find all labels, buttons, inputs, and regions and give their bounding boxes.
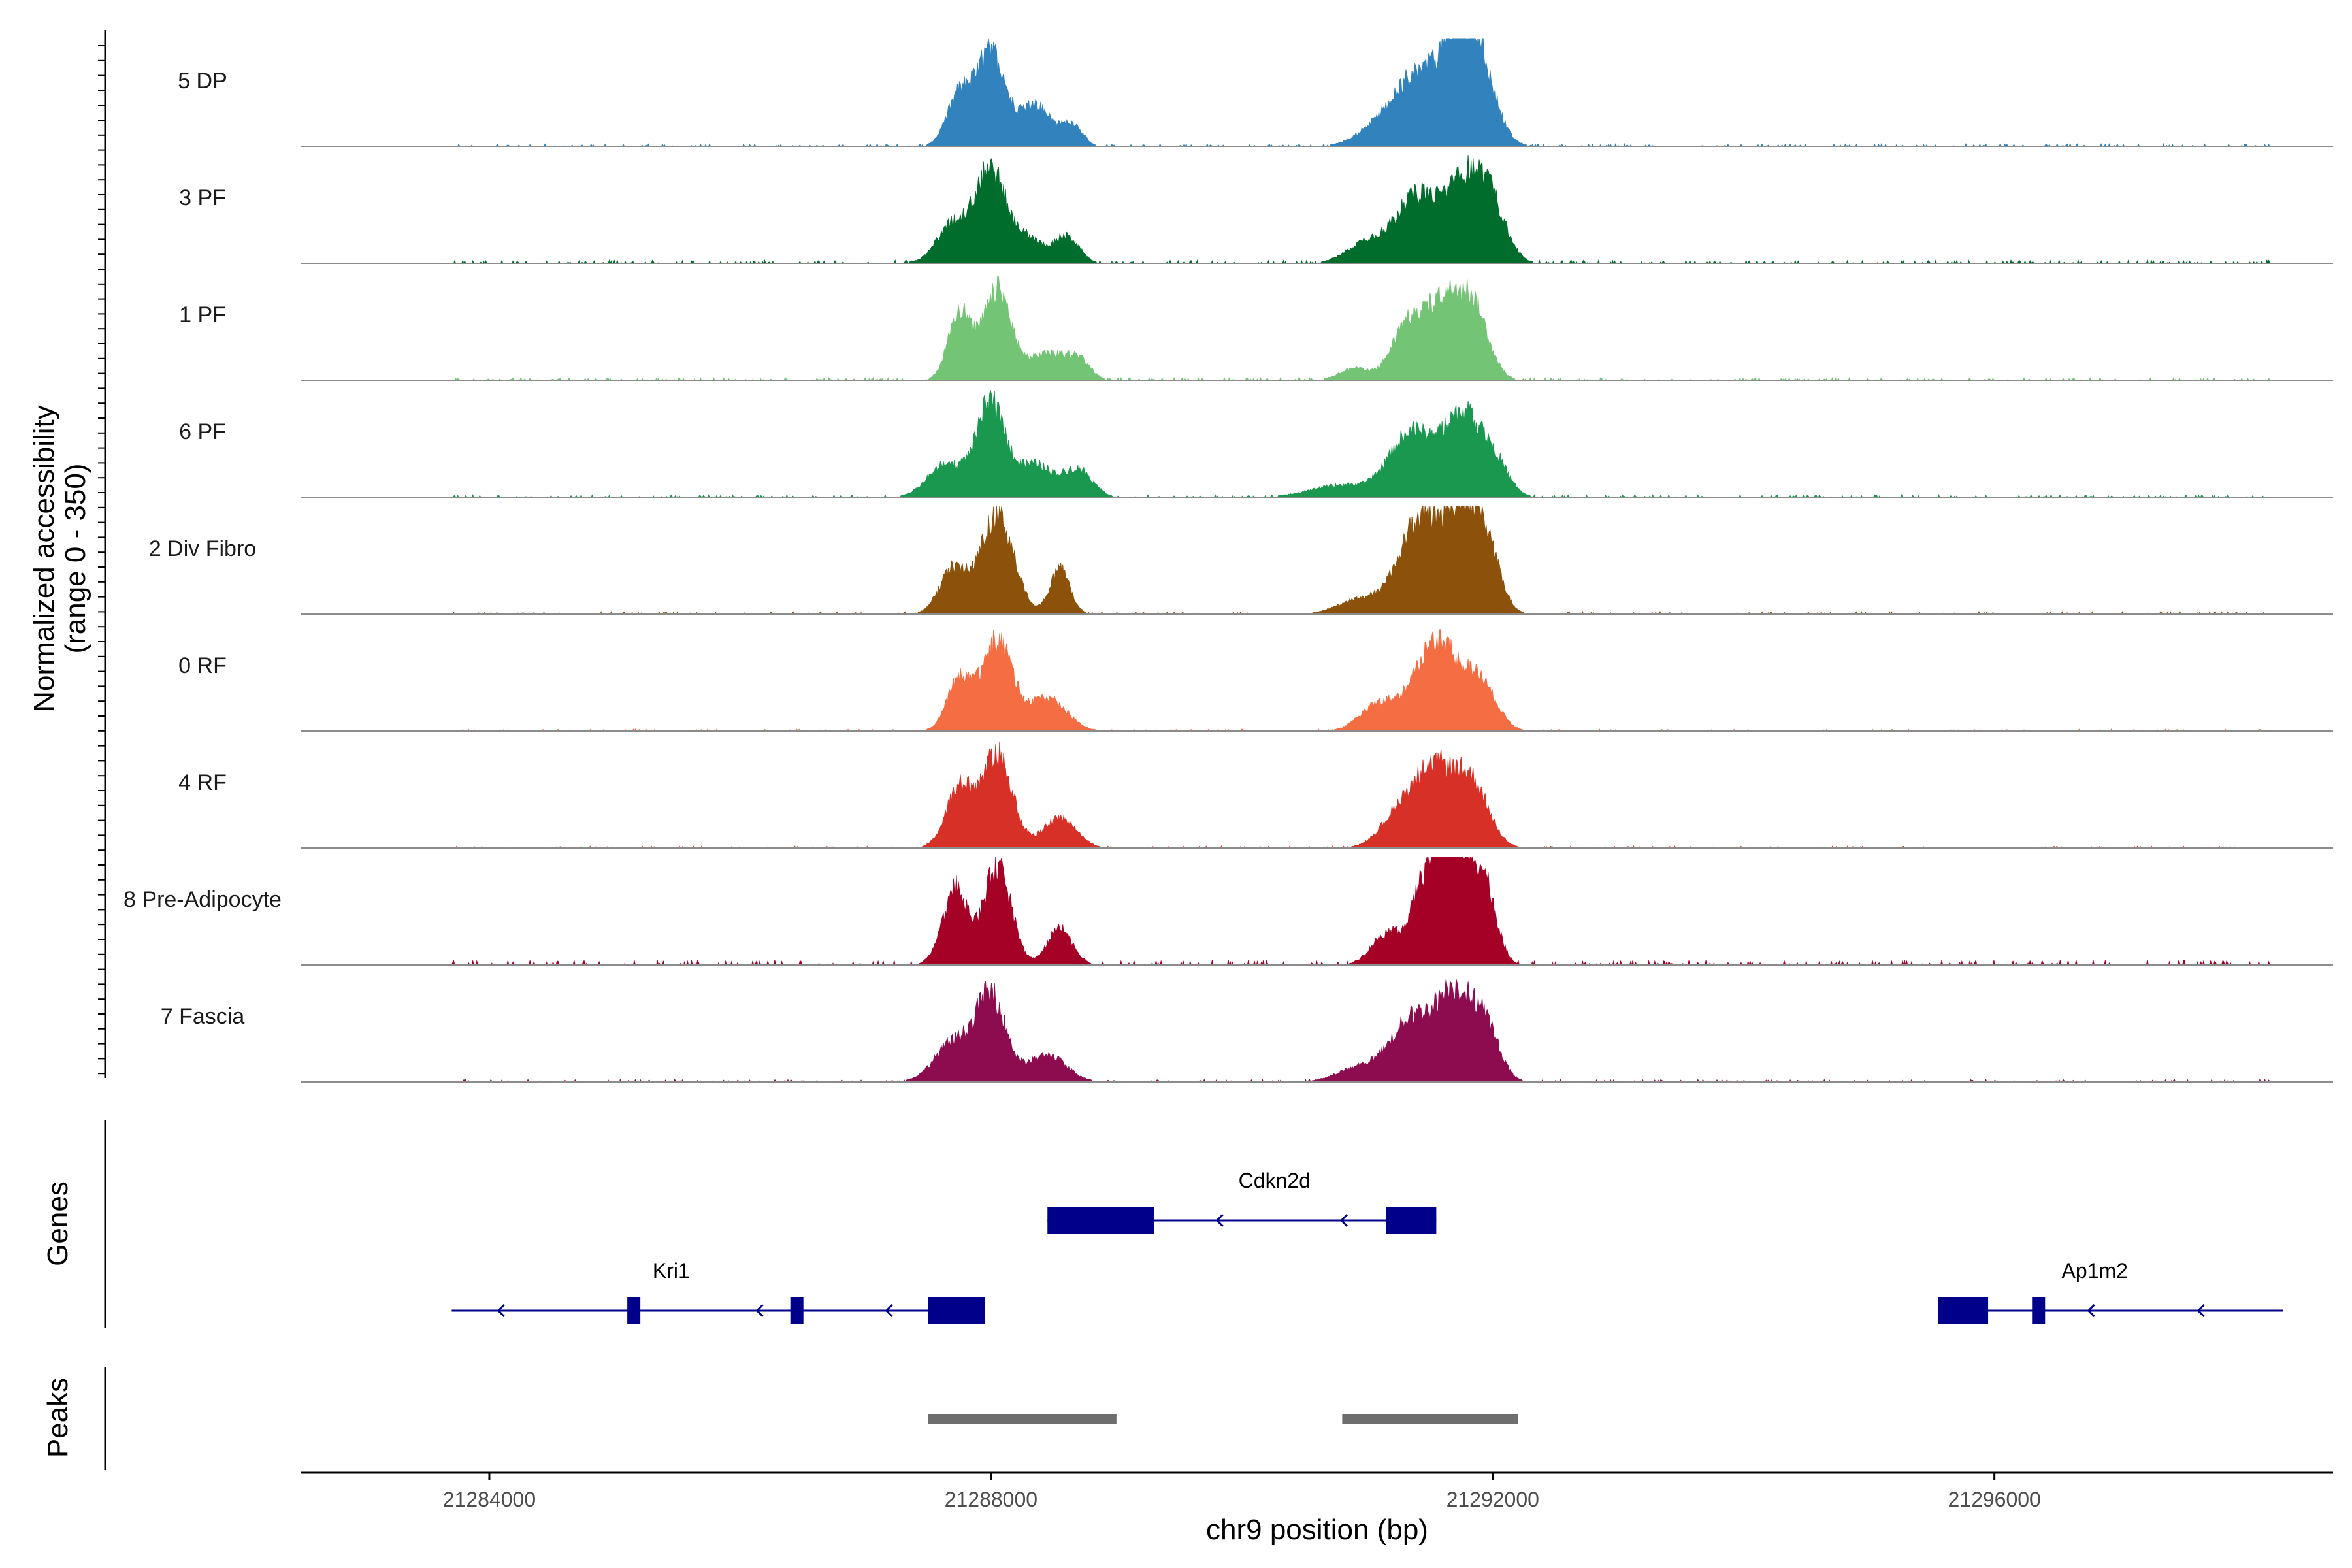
track-7-fascia: 7 Fascia: [161, 978, 2333, 1083]
coverage-tracks: 5 DP 3 PF 1 PF 6 PF 2 Div Fibro 0 RF 4 RF 8 Pre…: [123, 38, 2333, 1083]
strand-arrow: [2087, 1303, 2095, 1318]
gene-exon: [1938, 1297, 1989, 1324]
strand-arrow: [885, 1303, 893, 1318]
peak-region: [1342, 1414, 1518, 1424]
track-0-rf: 0 RF: [178, 629, 2333, 732]
gene-label: Cdkn2d: [1239, 1169, 1311, 1192]
strand-arrow: [1215, 1213, 1224, 1228]
x-axis-ticks: 21284000 21288000 21292000 21296000: [443, 1473, 2041, 1511]
gene-kri1: Kri1: [451, 1259, 985, 1324]
coverage-area: [301, 742, 2333, 849]
track-1-pf: 1 PF: [179, 276, 2333, 382]
x-tick-label: 21288000: [945, 1488, 1037, 1511]
gene-label: Kri1: [653, 1259, 690, 1282]
track-label: 8 Pre-Adipocyte: [123, 887, 282, 912]
gene-cdkn2d: Cdkn2d: [1047, 1169, 1437, 1234]
y-axis-range: (range 0 - 350): [59, 463, 91, 653]
gene-exon: [790, 1297, 804, 1324]
track-label: 3 PF: [179, 186, 226, 210]
peaks-panel-label: Peaks: [42, 1378, 74, 1458]
genes-track: Cdkn2d Kri1 Ap1m2: [451, 1169, 2283, 1324]
coverage-area: [301, 390, 2333, 498]
x-axis-title: chr9 position (bp): [1206, 1514, 1428, 1546]
track-label: 0 RF: [178, 653, 227, 678]
coverage-area: [301, 276, 2333, 382]
coverage-area: [301, 38, 2333, 148]
coverage-area: [301, 629, 2333, 732]
track-label: 1 PF: [179, 302, 226, 327]
track-2-div-fibro: 2 Div Fibro: [149, 505, 2333, 615]
x-tick-label: 21284000: [443, 1488, 536, 1511]
strand-arrow: [2197, 1303, 2205, 1318]
track-3-pf: 3 PF: [179, 155, 2333, 265]
coverage-area: [301, 505, 2333, 615]
gene-exon: [1386, 1207, 1437, 1234]
peaks-track: [928, 1414, 1518, 1424]
gene-exon: [627, 1297, 641, 1324]
x-tick-label: 21292000: [1446, 1488, 1539, 1511]
gene-exon: [928, 1297, 985, 1324]
gene-exon: [1047, 1207, 1154, 1234]
track-label: 5 DP: [178, 69, 227, 93]
track-label: 4 RF: [178, 770, 227, 795]
peak-region: [928, 1414, 1117, 1424]
track-4-rf: 4 RF: [178, 742, 2333, 849]
strand-arrow: [497, 1303, 505, 1318]
coverage-y-ticks: [98, 45, 105, 1075]
track-6-pf: 6 PF: [179, 390, 2333, 498]
coverage-area: [301, 856, 2333, 966]
strand-arrow: [1339, 1213, 1348, 1228]
x-tick-label: 21296000: [1948, 1488, 2040, 1511]
strand-arrow: [755, 1303, 764, 1318]
track-label: 2 Div Fibro: [149, 536, 256, 561]
coverage-area: [301, 978, 2333, 1083]
track-5-dp: 5 DP: [178, 38, 2333, 148]
track-label: 7 Fascia: [161, 1004, 245, 1029]
track-label: 6 PF: [179, 419, 226, 444]
y-axis-title: Normalized accessibility: [28, 405, 60, 711]
genes-panel-label: Genes: [42, 1181, 74, 1266]
gene-exon: [2032, 1297, 2046, 1324]
track-8-pre-adipocyte: 8 Pre-Adipocyte: [123, 856, 2333, 966]
gene-ap1m2: Ap1m2: [1938, 1259, 2283, 1324]
coverage-area: [301, 155, 2333, 265]
gene-label: Ap1m2: [2062, 1259, 2128, 1282]
